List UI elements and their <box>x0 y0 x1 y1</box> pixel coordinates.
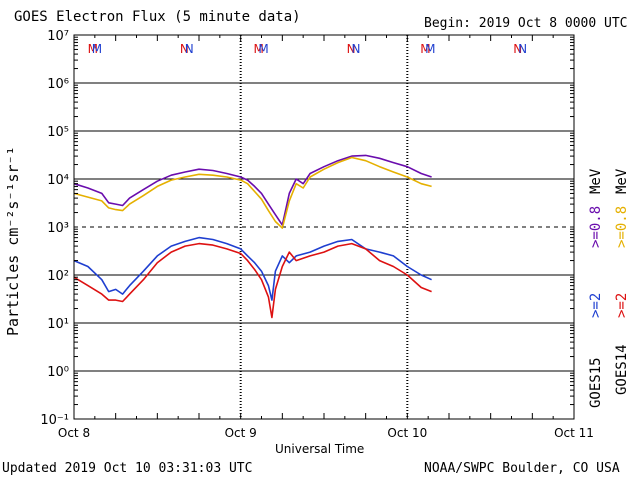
y-tick-label: 10⁷ <box>47 29 69 44</box>
time-marker: M <box>420 42 430 56</box>
series-line-0 <box>73 154 432 226</box>
time-marker: M <box>258 42 268 56</box>
time-marker: N <box>180 42 189 56</box>
chart-title: GOES Electron Flux (5 minute data) <box>14 9 301 25</box>
y-tick-label: 10⁶ <box>47 77 69 92</box>
legend-goes15-high: >=0.8 <box>588 205 604 248</box>
time-marker: N <box>185 42 194 56</box>
time-marker: N <box>518 42 527 56</box>
time-marker: N <box>347 42 356 56</box>
time-marker: M <box>254 42 264 56</box>
y-tick-label: 10⁴ <box>47 173 69 188</box>
x-tick-label: Oct 9 <box>225 426 257 440</box>
series-layer <box>73 154 432 319</box>
grid-layer <box>74 35 574 419</box>
time-marker: M <box>92 42 102 56</box>
y-tick-label: 10⁵ <box>47 125 69 140</box>
x-axis-label: Universal Time <box>275 442 365 456</box>
updated-time: Updated 2019 Oct 10 03:31:03 UTC <box>2 461 253 476</box>
legend-goes14-high: >=0.8 <box>614 205 630 248</box>
x-tick-label: Oct 11 <box>554 426 594 440</box>
legend-goes14-unit: MeV <box>614 168 630 194</box>
x-tick-label: Oct 8 <box>58 426 90 440</box>
time-marker: N <box>513 42 522 56</box>
legend-goes14-low: >=2 <box>614 292 630 318</box>
series-line-2 <box>73 236 432 301</box>
y-tick-label: 10⁰ <box>47 365 69 380</box>
series-line-1 <box>73 156 432 229</box>
time-marker: M <box>425 42 435 56</box>
time-marker: M <box>88 42 98 56</box>
marker-layer: MM NN MM NN MM NN <box>88 42 528 56</box>
tick-layer: 10⁻¹ 10⁰ 10¹ 10² 10³ 10⁴ 10⁵ 10⁶ 10⁷ Oct 8 Oct 9 Oc… <box>40 29 594 440</box>
series-line-3 <box>73 242 432 319</box>
x-tick-label: Oct 10 <box>387 426 427 440</box>
time-marker: N <box>351 42 360 56</box>
legend-goes14: GOES14 <box>614 344 630 395</box>
y-axis-label: Particles cm⁻²s⁻¹sr⁻¹ <box>4 146 22 336</box>
y-tick-label: 10³ <box>47 221 69 236</box>
legend-goes15-unit: MeV <box>588 168 604 194</box>
legend-goes15-low: >=2 <box>588 292 604 318</box>
y-tick-label: 10⁻¹ <box>40 413 69 428</box>
legend-goes15: GOES15 <box>588 357 604 408</box>
credit: NOAA/SWPC Boulder, CO USA <box>424 461 620 476</box>
y-tick-label: 10¹ <box>47 317 69 332</box>
y-tick-label: 10² <box>47 269 69 284</box>
begin-time: Begin: 2019 Oct 8 0000 UTC <box>424 16 628 31</box>
